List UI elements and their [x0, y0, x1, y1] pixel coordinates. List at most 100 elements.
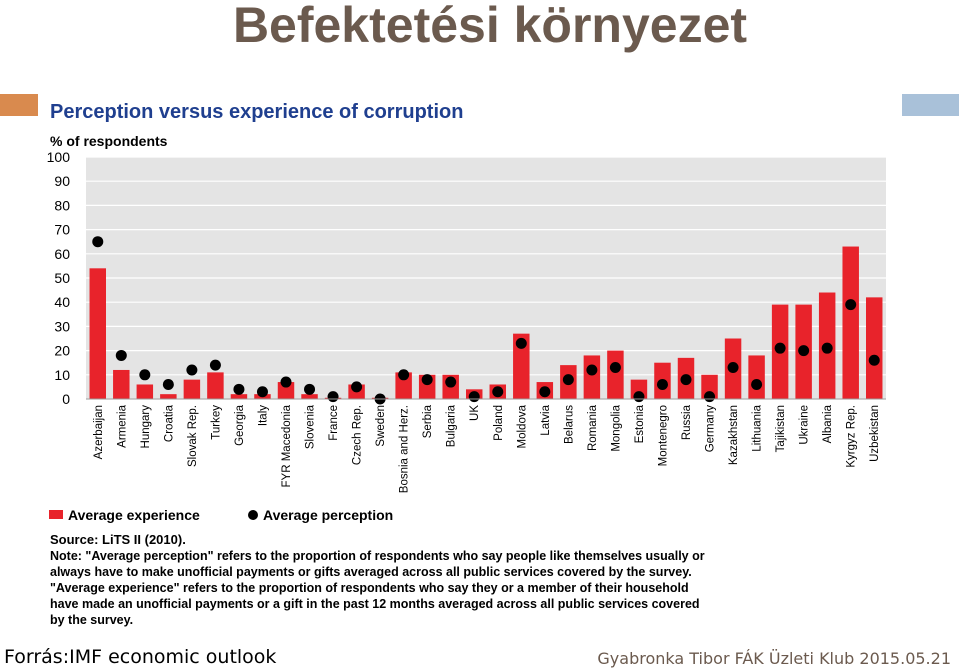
chart-note-line: have made an unofficial payments or a gi…: [50, 597, 700, 611]
x-tick-label: Slovenia: [305, 404, 317, 449]
chart-title: Perception versus experience of corrupti…: [50, 101, 463, 123]
x-tick-label: Turkey: [210, 405, 222, 440]
x-tick-label: Kyrgyz Rep.: [846, 405, 858, 468]
perception-dot: [186, 364, 198, 376]
x-tick-label: Kazakhstan: [728, 405, 740, 465]
x-tick-label: Azerbaijan: [93, 405, 105, 459]
x-tick-label: Estonia: [634, 404, 646, 443]
bar: [301, 394, 318, 399]
bar: [113, 369, 130, 399]
y-axis-label: % of respondents: [50, 133, 168, 149]
x-tick-label: Uzbekistan: [869, 405, 881, 462]
perception-dot: [492, 386, 504, 398]
y-tick-label: 70: [54, 222, 70, 238]
x-tick-label: Slovak Rep.: [187, 405, 199, 467]
x-tick-label: Russia: [681, 404, 693, 440]
y-tick-label: 60: [54, 246, 70, 262]
perception-dot: [327, 391, 339, 403]
x-tick-label: Croatia: [163, 404, 175, 442]
x-tick-label: UK: [469, 405, 481, 421]
source-label: Forrás:IMF economic outlook: [4, 646, 277, 668]
perception-dot: [656, 378, 668, 390]
x-tick-label: Serbia: [422, 404, 434, 438]
perception-dot: [398, 369, 410, 381]
x-tick-label: Sweden: [375, 405, 387, 447]
y-tick-label: 80: [54, 197, 70, 213]
perception-dot: [798, 345, 810, 357]
y-tick-label: 90: [54, 173, 70, 189]
x-tick-label: Romania: [587, 404, 599, 451]
legend-label-experience: Average experience: [68, 507, 200, 523]
perception-dot: [845, 299, 857, 311]
x-tick-label: Poland: [493, 405, 505, 441]
x-tick-label: Bosnia and Herz.: [399, 405, 411, 493]
x-tick-label: Czech Rep.: [352, 405, 364, 465]
x-tick-label: Tajikistan: [775, 405, 787, 452]
x-tick-label: Montenegro: [657, 405, 669, 466]
slide-title: Befektetési környezet: [232, 0, 748, 53]
y-tick-label: 0: [62, 391, 70, 407]
bar: [230, 394, 248, 399]
x-tick-label: France: [328, 405, 340, 441]
perception-dot: [609, 362, 621, 374]
bar: [160, 394, 177, 399]
x-tick-label: Lithuania: [752, 404, 764, 451]
y-tick-label: 10: [54, 367, 70, 383]
y-tick-label: 30: [54, 318, 70, 334]
accent-bar-left: [0, 94, 38, 116]
perception-dot: [751, 378, 763, 390]
perception-dot: [633, 391, 645, 403]
x-tick-label: Armenia: [116, 404, 128, 447]
x-tick-label: Bulgaria: [446, 404, 458, 447]
y-tick-label: 50: [54, 270, 70, 286]
perception-dot: [233, 383, 245, 395]
x-tick-label: Ukraine: [799, 405, 811, 445]
bar: [607, 350, 624, 399]
chart-source: Source: LiTS II (2010).: [50, 532, 186, 547]
legend-dot-swatch: [248, 510, 258, 520]
perception-dot: [562, 374, 574, 386]
perception-dot: [774, 342, 786, 354]
perception-dot: [351, 381, 363, 393]
bar: [866, 297, 883, 399]
y-tick-label: 20: [54, 343, 70, 359]
perception-dot: [280, 376, 292, 388]
perception-dot: [821, 342, 833, 354]
perception-dot: [421, 374, 433, 386]
perception-dot: [704, 391, 716, 403]
legend: Average experience Average perception: [49, 507, 393, 523]
perception-dot: [586, 364, 598, 376]
x-tick-label: Belarus: [563, 405, 575, 444]
perception-dot: [162, 378, 174, 390]
bar: [395, 372, 412, 399]
perception-dot: [539, 386, 551, 398]
bar: [136, 384, 154, 399]
perception-dot: [209, 359, 221, 371]
bar: [183, 379, 201, 399]
chart-note-line: by the survey.: [50, 613, 133, 627]
bar: [89, 268, 106, 399]
perception-dot: [445, 376, 457, 388]
x-tick-label: Georgia: [234, 404, 246, 446]
x-tick-label: Italy: [257, 405, 269, 426]
bar: [277, 382, 295, 399]
perception-dot: [868, 354, 880, 366]
bar: [513, 333, 530, 399]
footer-text: Gyabronka Tibor FÁK Üzleti Klub 2015.05.…: [597, 649, 951, 668]
chart-note-line: always have to make unofficial payments …: [50, 565, 692, 579]
x-tick-label: Latvia: [540, 404, 552, 435]
perception-dot: [515, 337, 527, 349]
perception-dot: [304, 383, 316, 395]
perception-dot: [468, 391, 480, 403]
y-tick-label: 100: [47, 149, 71, 165]
perception-dot: [727, 362, 739, 374]
chart-figure: Perception versus experience of corrupti…: [38, 94, 902, 634]
perception-dot: [139, 369, 151, 381]
chart-note-line: "Average experience" refers to the propo…: [50, 581, 689, 595]
perception-dot: [680, 374, 692, 386]
perception-dot: [256, 386, 268, 398]
perception-dot: [92, 236, 104, 248]
bar: [583, 355, 601, 399]
x-tick-label: Hungary: [140, 405, 152, 449]
x-tick-label: Albania: [822, 404, 834, 443]
